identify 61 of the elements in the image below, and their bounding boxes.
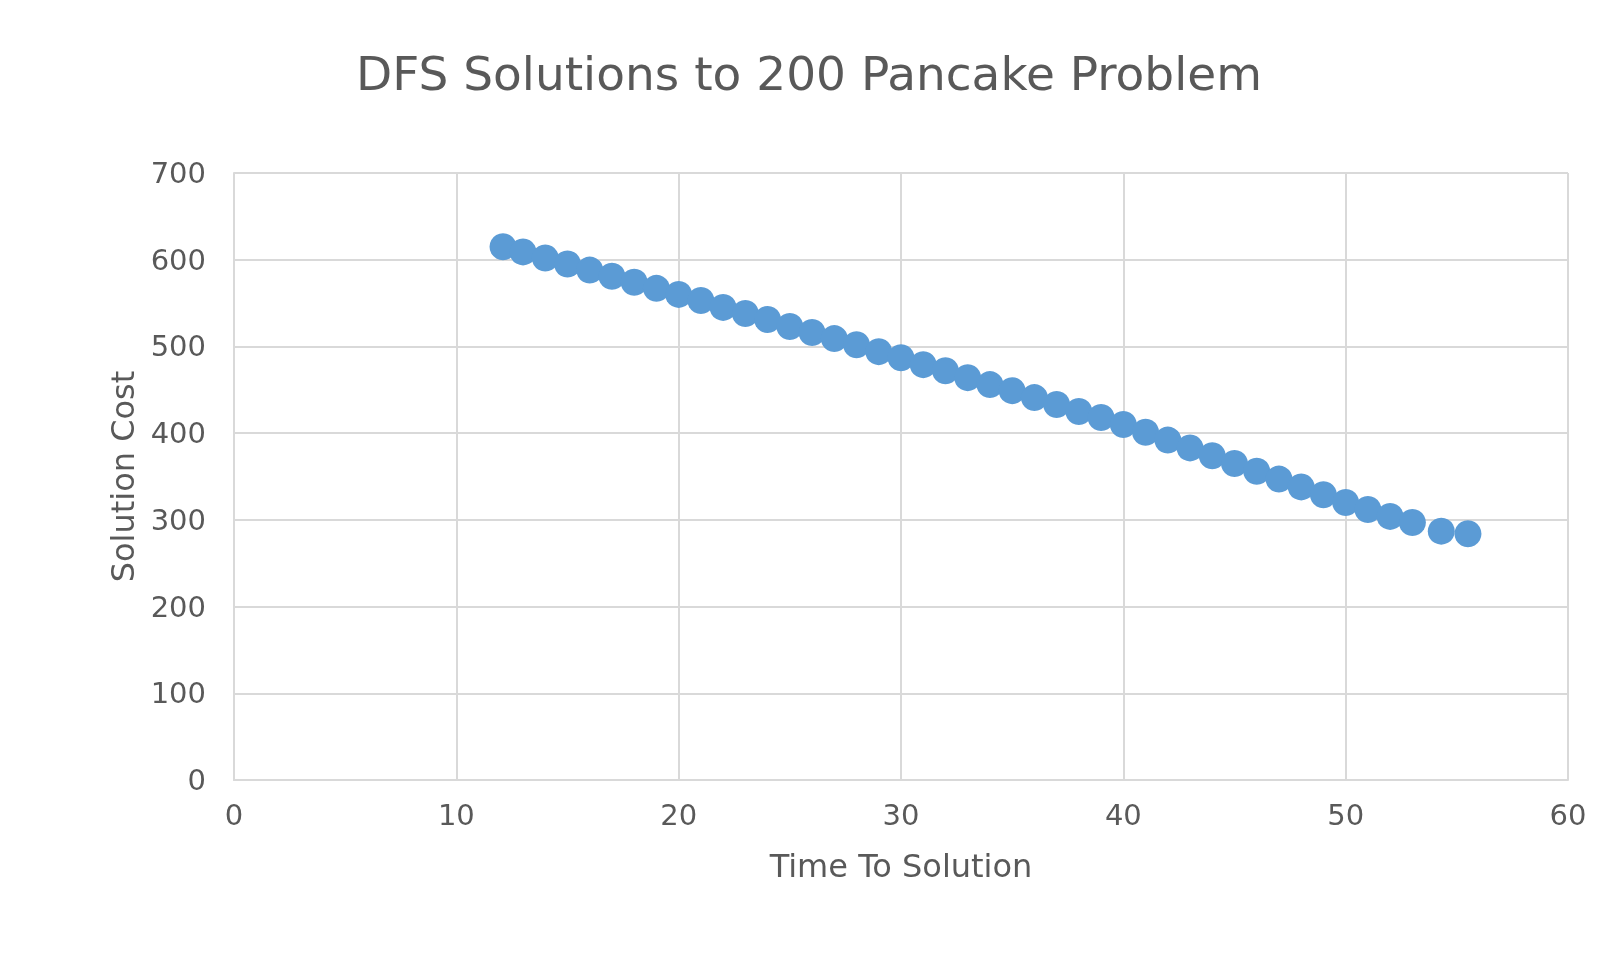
point — [531, 244, 559, 272]
point — [976, 371, 1004, 399]
x-tick-label: 10 — [437, 797, 475, 832]
y-tick-label: 200 — [150, 589, 206, 624]
point — [1020, 384, 1048, 412]
x-tick-label: 50 — [1327, 797, 1365, 832]
point — [843, 331, 871, 359]
point — [1376, 502, 1404, 530]
chart-title: DFS Solutions to 200 Pancake Problem — [356, 46, 1262, 101]
point — [554, 250, 581, 278]
y-tick-label: 400 — [150, 416, 206, 451]
point — [642, 274, 670, 302]
point — [665, 280, 693, 308]
point — [1109, 410, 1137, 438]
x-axis-title: Time To Solution — [768, 847, 1033, 885]
point — [865, 338, 893, 366]
point — [1132, 418, 1160, 446]
x-tick-label: 30 — [882, 797, 920, 832]
point — [1398, 508, 1426, 536]
y-axis-title: Solution Cost — [104, 370, 142, 583]
point — [576, 256, 604, 284]
point — [1221, 450, 1248, 477]
point — [954, 364, 982, 392]
point — [1243, 457, 1271, 485]
point — [509, 238, 537, 266]
point — [1087, 404, 1115, 432]
point — [798, 319, 826, 347]
y-tick-label: 500 — [150, 329, 206, 364]
x-tick-label: 40 — [1104, 797, 1142, 832]
point — [931, 357, 959, 385]
point — [998, 377, 1026, 405]
point — [1287, 473, 1315, 501]
point — [709, 293, 737, 321]
point — [909, 351, 937, 379]
point — [1065, 397, 1093, 425]
point — [1198, 442, 1226, 470]
y-tick-label: 100 — [150, 676, 206, 711]
x-tick-label: 20 — [660, 797, 698, 832]
y-tick-label: 700 — [150, 156, 206, 190]
point — [776, 312, 804, 340]
y-tick-label: 300 — [150, 502, 206, 537]
point — [1265, 465, 1293, 493]
point — [1454, 520, 1482, 548]
point — [1043, 391, 1071, 419]
point — [1176, 434, 1204, 462]
y-tick-label: 0 — [187, 763, 206, 797]
point — [1354, 495, 1382, 523]
y-tick-label: 600 — [150, 242, 206, 277]
point — [1427, 517, 1455, 545]
x-tick-label: 60 — [1549, 797, 1587, 832]
point — [1332, 489, 1360, 517]
point — [620, 268, 648, 296]
point — [754, 306, 782, 334]
point — [731, 299, 759, 327]
point — [1154, 426, 1182, 454]
point — [887, 344, 915, 372]
point — [598, 262, 626, 290]
point — [687, 286, 715, 314]
point — [1309, 481, 1337, 509]
x-tick-label: 0 — [224, 797, 244, 832]
point — [820, 325, 848, 353]
